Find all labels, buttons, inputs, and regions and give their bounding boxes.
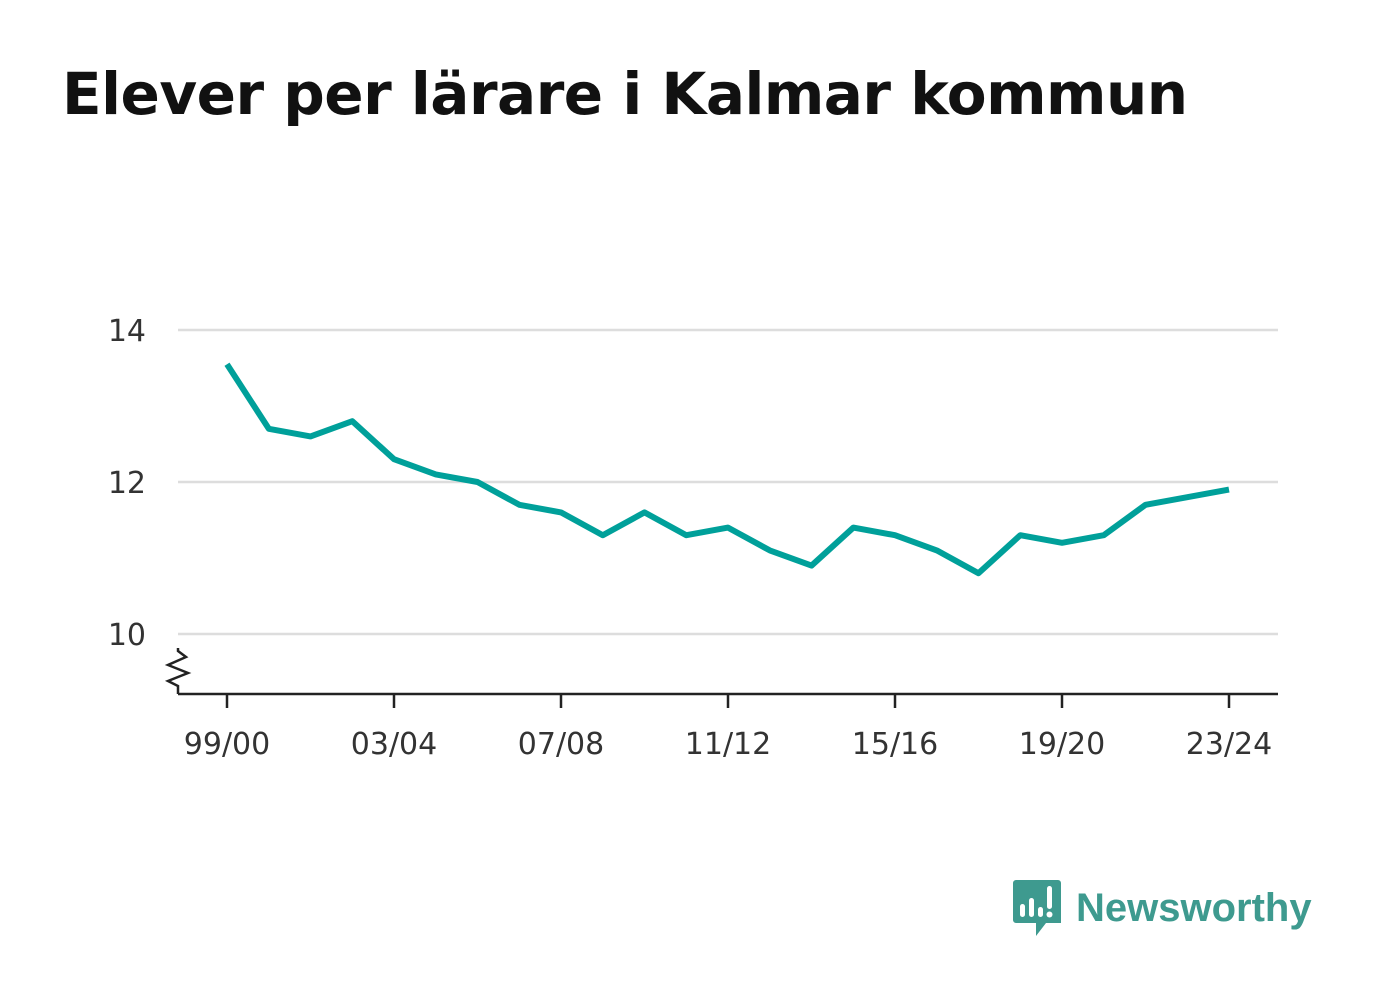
gridlines: [178, 328, 1278, 636]
x-tick-label: 03/04: [351, 727, 437, 762]
chart-title: Elever per lärare i Kalmar kommun: [62, 60, 1188, 128]
newsworthy-logo-icon: [1013, 880, 1061, 936]
series-line-0: [224, 362, 1230, 577]
brand-name: Newsworthy: [1076, 885, 1312, 930]
x-tick-label: 07/08: [518, 727, 604, 762]
y-tick-label-12: 12: [108, 466, 146, 501]
x-axis: 99/00 03/04 07/08 11/12 15/16 19/20 23/24: [178, 692, 1278, 762]
x-tick-label: 19/20: [1019, 727, 1105, 762]
x-tick-label: 11/12: [685, 727, 771, 762]
series-group: [224, 362, 1230, 577]
x-tick-label: 23/24: [1186, 727, 1272, 762]
x-tick-label: 99/00: [184, 727, 270, 762]
x-tick-label: 15/16: [852, 727, 938, 762]
y-axis-break-mark: [164, 648, 192, 694]
brand-logo: Newsworthy: [1012, 878, 1312, 938]
y-tick-label-14: 14: [108, 314, 146, 349]
y-tick-label-10: 10: [108, 618, 146, 653]
y-axis-ticks: 10 12 14: [108, 314, 146, 653]
